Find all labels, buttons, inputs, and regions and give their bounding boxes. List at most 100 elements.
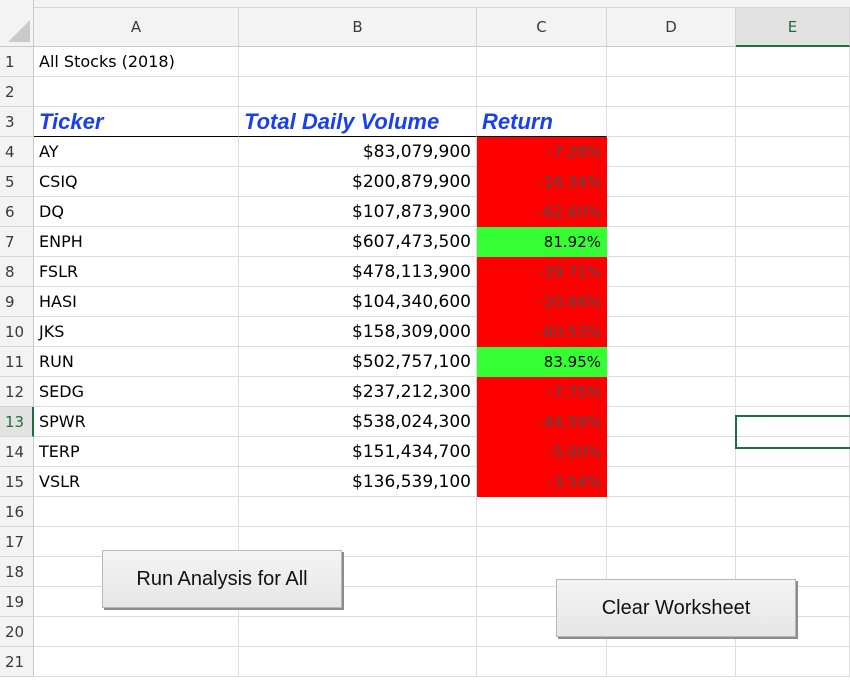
cell-c7[interactable]: 81.92% (477, 227, 607, 257)
row-header-8[interactable]: 8 (0, 257, 34, 287)
cell-e17[interactable] (736, 527, 850, 557)
row-header-15[interactable]: 15 (0, 467, 34, 497)
cell-e3[interactable] (736, 107, 850, 137)
cell-b11[interactable]: $502,757,100 (239, 347, 477, 377)
column-header-d[interactable]: D (607, 8, 736, 47)
row-header-3[interactable]: 3 (0, 107, 34, 137)
cell-c18[interactable] (477, 557, 607, 587)
cell-a15[interactable]: VSLR (34, 467, 239, 497)
row-header-7[interactable]: 7 (0, 227, 34, 257)
clear-worksheet-button[interactable]: Clear Worksheet (556, 579, 796, 637)
cell-a13[interactable]: SPWR (34, 407, 239, 437)
column-header-c[interactable]: C (477, 8, 607, 47)
cell-b6[interactable]: $107,873,900 (239, 197, 477, 227)
cell-e1[interactable] (736, 47, 850, 77)
cell-a12[interactable]: SEDG (34, 377, 239, 407)
row-header-1[interactable]: 1 (0, 47, 34, 77)
cell-a20[interactable] (34, 617, 239, 647)
cell-a8[interactable]: FSLR (34, 257, 239, 287)
cell-b17[interactable] (239, 527, 477, 557)
cell-b9[interactable]: $104,340,600 (239, 287, 477, 317)
cell-d10[interactable] (607, 317, 736, 347)
cell-b10[interactable]: $158,309,000 (239, 317, 477, 347)
cell-d21[interactable] (607, 647, 736, 677)
cell-c4[interactable]: -7.28% (477, 137, 607, 167)
row-header-17[interactable]: 17 (0, 527, 34, 557)
cell-c1[interactable] (477, 47, 607, 77)
cell-a16[interactable] (34, 497, 239, 527)
cell-b14[interactable]: $151,434,700 (239, 437, 477, 467)
cell-d9[interactable] (607, 287, 736, 317)
cell-e6[interactable] (736, 197, 850, 227)
cell-d13[interactable] (607, 407, 736, 437)
cell-d17[interactable] (607, 527, 736, 557)
cell-c14[interactable]: -5.00% (477, 437, 607, 467)
row-header-16[interactable]: 16 (0, 497, 34, 527)
column-header-e[interactable]: E (736, 8, 850, 47)
select-all-corner[interactable] (0, 0, 34, 47)
row-header-18[interactable]: 18 (0, 557, 34, 587)
cell-c12[interactable]: -7.75% (477, 377, 607, 407)
cell-b16[interactable] (239, 497, 477, 527)
run-analysis-button[interactable]: Run Analysis for All (102, 550, 342, 608)
row-header-21[interactable]: 21 (0, 647, 34, 677)
cell-d16[interactable] (607, 497, 736, 527)
cell-e16[interactable] (736, 497, 850, 527)
cell-c10[interactable]: -60.53% (477, 317, 607, 347)
cell-a1[interactable]: All Stocks (2018) (34, 47, 239, 77)
cell-e9[interactable] (736, 287, 850, 317)
cell-c21[interactable] (477, 647, 607, 677)
cell-d3[interactable] (607, 107, 736, 137)
cell-b5[interactable]: $200,879,900 (239, 167, 477, 197)
cell-e8[interactable] (736, 257, 850, 287)
cell-c6[interactable]: -62.60% (477, 197, 607, 227)
cell-c15[interactable]: -3.54% (477, 467, 607, 497)
row-header-10[interactable]: 10 (0, 317, 34, 347)
cell-d6[interactable] (607, 197, 736, 227)
cell-a9[interactable]: HASI (34, 287, 239, 317)
cell-c5[interactable]: -16.34% (477, 167, 607, 197)
cell-c11[interactable]: 83.95% (477, 347, 607, 377)
cell-d4[interactable] (607, 137, 736, 167)
cell-b4[interactable]: $83,079,900 (239, 137, 477, 167)
cell-b20[interactable] (239, 617, 477, 647)
row-header-19[interactable]: 19 (0, 587, 34, 617)
cell-d2[interactable] (607, 77, 736, 107)
cell-e12[interactable] (736, 377, 850, 407)
cell-a11[interactable]: RUN (34, 347, 239, 377)
cell-b21[interactable] (239, 647, 477, 677)
cell-d7[interactable] (607, 227, 736, 257)
cell-b18[interactable] (239, 557, 477, 587)
row-header-6[interactable]: 6 (0, 197, 34, 227)
cell-b12[interactable]: $237,212,300 (239, 377, 477, 407)
cell-c16[interactable] (477, 497, 607, 527)
cell-b1[interactable] (239, 47, 477, 77)
row-header-14[interactable]: 14 (0, 437, 34, 467)
cell-e7[interactable] (736, 227, 850, 257)
cell-e21[interactable] (736, 647, 850, 677)
cell-e15[interactable] (736, 467, 850, 497)
cell-b15[interactable]: $136,539,100 (239, 467, 477, 497)
row-header-13[interactable]: 13 (0, 407, 34, 437)
cell-d1[interactable] (607, 47, 736, 77)
row-header-2[interactable]: 2 (0, 77, 34, 107)
cell-d12[interactable] (607, 377, 736, 407)
cell-a6[interactable]: DQ (34, 197, 239, 227)
cell-e10[interactable] (736, 317, 850, 347)
cell-a7[interactable]: ENPH (34, 227, 239, 257)
cell-a4[interactable]: AY (34, 137, 239, 167)
cell-b2[interactable] (239, 77, 477, 107)
cell-b8[interactable]: $478,113,900 (239, 257, 477, 287)
cell-c13[interactable]: -44.59% (477, 407, 607, 437)
row-header-20[interactable]: 20 (0, 617, 34, 647)
cell-c8[interactable]: -39.71% (477, 257, 607, 287)
row-header-9[interactable]: 9 (0, 287, 34, 317)
cell-a2[interactable] (34, 77, 239, 107)
cell-e5[interactable] (736, 167, 850, 197)
cell-d5[interactable] (607, 167, 736, 197)
cell-d15[interactable] (607, 467, 736, 497)
cell-a14[interactable]: TERP (34, 437, 239, 467)
cell-c9[interactable]: -20.66% (477, 287, 607, 317)
cell-b3[interactable]: Total Daily Volume (239, 107, 477, 137)
